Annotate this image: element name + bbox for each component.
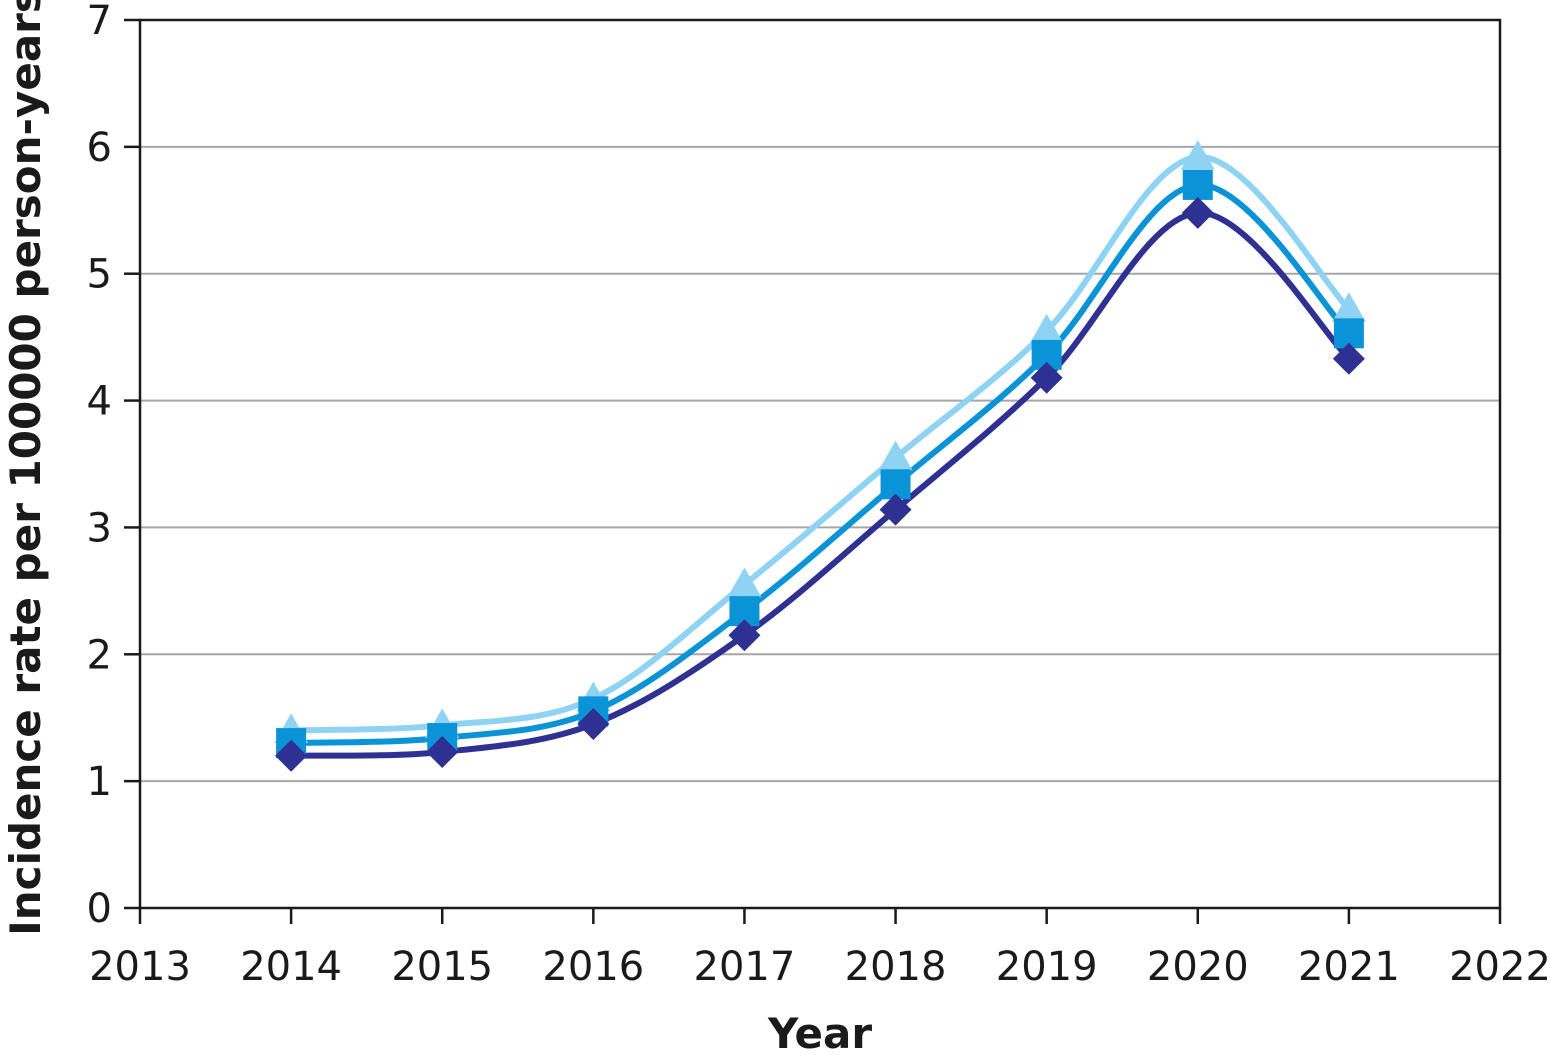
y-tick-label-7: 7 [87, 0, 112, 44]
x-tick-label-2018: 2018 [845, 944, 947, 990]
marker-triangle-2019 [1029, 313, 1064, 344]
y-axis-tick-labels: 0 1 2 3 4 5 6 7 [87, 0, 112, 932]
marker-diamond-2015 [426, 735, 459, 768]
y-tick-label-0: 0 [87, 886, 112, 932]
x-axis-tick-labels: 2013 2014 2015 2016 2017 2018 2019 2020 2021 2022 [89, 944, 1550, 990]
x-tick-label-2014: 2014 [240, 944, 342, 990]
y-axis-title: Incidence rate per 100000 person-years [1, 0, 50, 936]
y-tick-label-5: 5 [87, 252, 112, 298]
x-tick-label-2016: 2016 [542, 944, 644, 990]
marker-diamond-2019 [1030, 361, 1063, 394]
marker-diamond-2020 [1181, 196, 1214, 229]
marker-diamond-2018 [879, 493, 912, 526]
marker-diamond-2021 [1332, 342, 1365, 375]
y-tick-label-1: 1 [87, 759, 112, 805]
y-tick-label-3: 3 [87, 505, 112, 551]
marker-triangle-2020 [1180, 140, 1215, 170]
series-markers [274, 140, 1366, 772]
series-line-diamond [288, 209, 1352, 759]
axis-ticks [124, 18, 1502, 924]
marker-diamond-2017 [728, 619, 761, 652]
x-tick-label-2013: 2013 [89, 944, 191, 990]
marker-square-2020 [1182, 169, 1213, 200]
y-tick-label-6: 6 [87, 125, 112, 171]
y-tick-label-2: 2 [87, 632, 112, 678]
x-axis-title: Year [767, 1009, 872, 1055]
series-lines [288, 154, 1352, 759]
marker-diamond-2014 [275, 739, 308, 772]
series-line-square [288, 181, 1352, 747]
y-tick-label-4: 4 [87, 379, 112, 425]
x-tick-label-2021: 2021 [1298, 944, 1400, 990]
x-tick-label-2022: 2022 [1449, 944, 1550, 990]
plot-area-frame [138, 18, 1502, 910]
marker-triangle-2021 [1331, 292, 1366, 322]
x-tick-label-2015: 2015 [391, 944, 493, 990]
marker-triangle-2018 [878, 440, 913, 471]
x-tick-label-2017: 2017 [694, 944, 796, 990]
x-tick-label-2019: 2019 [996, 944, 1098, 990]
marker-diamond-2016 [577, 708, 610, 741]
marker-triangle-2017 [727, 567, 762, 598]
x-tick-label-2020: 2020 [1147, 944, 1249, 990]
series-line-triangle [288, 154, 1352, 734]
grid-lines [140, 145, 1500, 783]
